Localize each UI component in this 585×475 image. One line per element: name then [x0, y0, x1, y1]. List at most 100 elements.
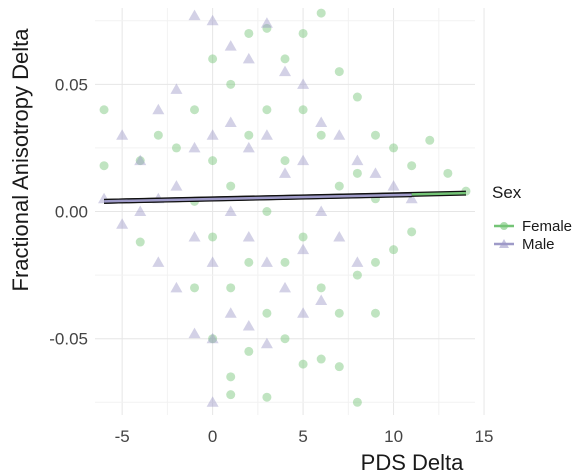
x-tick-label: 0: [208, 427, 217, 446]
data-point-female: [280, 257, 290, 267]
data-point-female: [190, 283, 200, 293]
data-point-female: [352, 168, 362, 178]
data-point-male: [134, 154, 147, 166]
data-point-female: [407, 161, 417, 171]
legend-key-marker-male: [499, 239, 509, 248]
data-point-female: [334, 181, 344, 191]
data-point-male: [206, 256, 219, 267]
data-point-female: [262, 23, 272, 33]
data-point-male: [297, 307, 310, 318]
data-point-female: [190, 105, 200, 115]
data-point-female: [262, 308, 272, 318]
legend-title: Sex: [492, 183, 522, 202]
data-point-female: [298, 232, 308, 242]
data-point-male: [206, 396, 219, 407]
data-point-male: [224, 307, 237, 318]
data-point-female: [280, 334, 290, 344]
data-point-male: [260, 129, 273, 140]
data-point-male: [260, 337, 273, 349]
data-point-female: [334, 308, 344, 318]
data-point-male: [297, 243, 310, 255]
data-point-female: [171, 143, 181, 153]
data-point-female: [153, 130, 163, 140]
data-point-male: [188, 230, 201, 242]
data-point-female: [316, 8, 326, 18]
data-point-male: [297, 154, 310, 166]
data-point-female: [370, 130, 380, 140]
data-point-male: [369, 167, 382, 178]
data-point-male: [170, 281, 183, 293]
x-tick-label: 15: [475, 427, 494, 446]
data-point-female: [244, 257, 254, 267]
data-point-male: [188, 327, 201, 339]
data-point-male: [224, 116, 237, 127]
data-point-female: [135, 237, 145, 247]
y-axis-ticks: -0.05 0.00 0.05: [49, 75, 88, 348]
data-point-male: [242, 230, 255, 242]
legend-label-female: Female: [522, 218, 572, 235]
data-point-female: [443, 168, 453, 178]
data-point-female: [135, 156, 145, 166]
x-axis-title: PDS Delta: [361, 450, 464, 475]
x-axis-ticks: -5 0 5 10 15: [115, 427, 494, 446]
data-point-male: [315, 116, 328, 127]
data-point-female: [262, 392, 272, 402]
data-point-female: [244, 130, 254, 140]
data-point-male: [224, 40, 237, 51]
data-point-female: [316, 283, 326, 293]
y-axis-title: Fractional Anisotropy Delta: [8, 28, 33, 292]
data-point-female: [99, 161, 109, 171]
data-point-male: [351, 154, 364, 166]
data-point-female: [280, 54, 290, 64]
data-point-male: [333, 230, 346, 242]
data-point-female: [262, 105, 272, 115]
legend-label-male: Male: [522, 236, 555, 253]
data-point-female: [316, 130, 326, 140]
data-point-male: [351, 256, 364, 267]
legend-key-marker-female: [500, 222, 508, 230]
y-tick-label: 0.00: [55, 203, 88, 222]
data-point-female: [226, 283, 236, 293]
trend-lines: [103, 190, 467, 204]
data-point-male: [116, 218, 129, 229]
data-point-female: [298, 105, 308, 115]
data-point-female: [334, 67, 344, 77]
data-point-female: [226, 79, 236, 89]
data-point-female: [370, 308, 380, 318]
data-point-female: [226, 390, 236, 400]
data-point-male: [188, 9, 201, 21]
data-point-male: [315, 205, 328, 216]
data-point-female: [208, 334, 218, 344]
data-point-male: [206, 14, 219, 26]
data-point-male: [224, 205, 237, 216]
data-point-male: [170, 83, 183, 94]
data-point-male: [260, 17, 273, 28]
data-point-male: [279, 65, 291, 77]
data-point-female: [262, 207, 272, 216]
y-tick-label: 0.05: [55, 75, 88, 94]
data-points: [98, 8, 471, 407]
data-point-female: [226, 181, 236, 191]
data-point-female: [208, 232, 218, 242]
data-point-female: [407, 227, 417, 237]
data-point-female: [425, 135, 435, 145]
data-point-male: [206, 332, 219, 344]
data-point-male: [242, 141, 255, 153]
data-point-male: [206, 129, 219, 140]
data-point-female: [298, 28, 308, 38]
data-point-female: [352, 270, 362, 280]
data-point-male: [134, 205, 147, 216]
data-point-male: [188, 141, 201, 153]
data-point-female: [389, 245, 399, 255]
data-point-male: [242, 52, 255, 64]
data-point-male: [297, 78, 310, 89]
data-point-female: [280, 156, 290, 166]
y-tick-label: -0.05: [49, 330, 88, 349]
data-point-male: [279, 281, 291, 293]
data-point-male: [387, 180, 400, 191]
data-point-male: [315, 294, 328, 306]
data-point-female: [389, 143, 399, 153]
data-point-female: [244, 28, 254, 38]
data-point-male: [152, 256, 165, 267]
